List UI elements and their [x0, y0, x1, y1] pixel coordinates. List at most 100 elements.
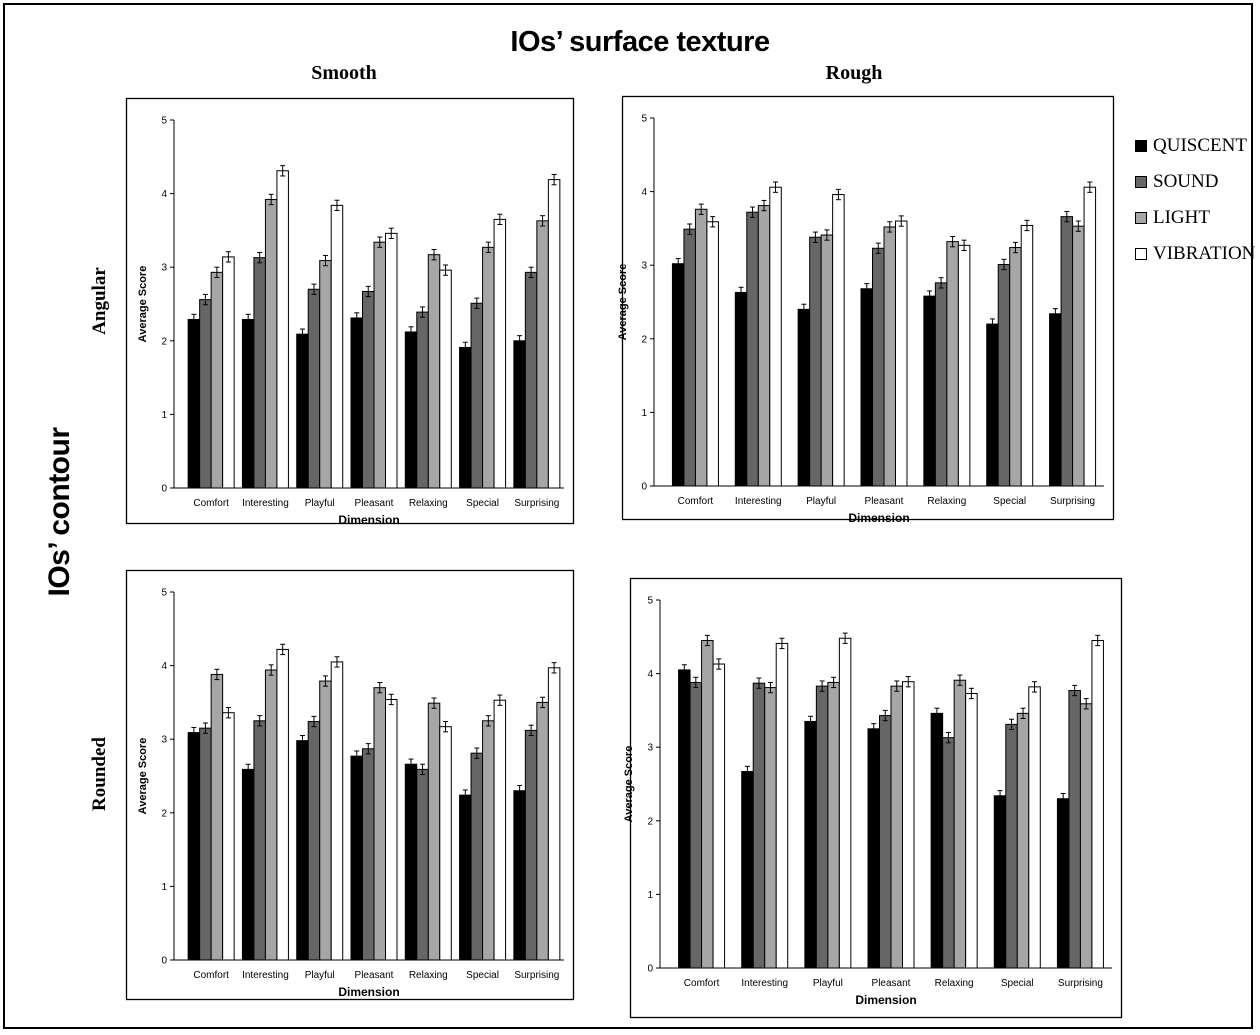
bar-vibration	[222, 712, 235, 961]
column-title-rough: Rough	[825, 62, 883, 84]
x-axis-label: Dimension	[338, 513, 399, 527]
bar-sound	[199, 299, 212, 489]
bar-quiscent	[404, 331, 418, 489]
bar-vibration	[385, 698, 398, 961]
bar-light	[883, 226, 896, 487]
bar-vibration	[330, 661, 344, 961]
bar-light	[890, 685, 903, 969]
bar-quiscent	[986, 323, 999, 487]
bar-quiscent	[671, 263, 685, 487]
y-tick-label: 3	[161, 263, 167, 274]
legend-item: QUISCENT	[1135, 128, 1255, 164]
figure-frame	[3, 3, 1253, 1029]
bar-quiscent	[1056, 798, 1070, 969]
y-tick-label: 3	[161, 735, 167, 746]
x-tick-label: Surprising	[1058, 978, 1103, 989]
column-title-smooth: Smooth	[311, 62, 377, 84]
y-tick-label: 1	[641, 408, 647, 419]
bar-sound	[997, 263, 1011, 487]
x-axis-label: Dimension	[855, 993, 916, 1007]
x-tick-label: Pleasant	[865, 496, 904, 507]
legend: QUISCENT SOUND LIGHT VIBRATION	[1135, 128, 1255, 272]
legend-item: SOUND	[1135, 164, 1255, 200]
bar-vibration	[547, 667, 561, 961]
bar-vibration	[775, 642, 789, 969]
y-tick-label: 2	[641, 334, 647, 345]
y-tick-label: 4	[161, 189, 167, 200]
y-axis-label: Average Score	[617, 264, 629, 341]
bar-vibration	[276, 170, 289, 489]
bar-sound	[1068, 690, 1081, 969]
bar-sound	[470, 302, 484, 489]
bar-vibration	[957, 244, 971, 487]
x-tick-label: Comfort	[193, 498, 229, 509]
x-tick-label: Relaxing	[935, 978, 974, 989]
y-tick-label: 3	[641, 261, 647, 272]
bar-light	[482, 246, 495, 489]
bar-quiscent	[930, 712, 944, 969]
y-tick-label: 3	[647, 743, 653, 754]
x-tick-label: Special	[993, 496, 1026, 507]
bar-sound	[524, 729, 538, 961]
x-tick-label: Interesting	[741, 978, 788, 989]
bar-sound	[934, 282, 948, 487]
chart-panel-rounded-rough: 0 1 2 3 4 5 Average Score Comfort Interesting Pla…	[623, 577, 1123, 1019]
y-tick-label: 1	[161, 882, 167, 893]
row-label-rounded: Rounded	[89, 737, 110, 811]
x-tick-label: Playful	[305, 970, 335, 981]
bar-light	[319, 680, 332, 961]
bar-quiscent	[459, 346, 472, 489]
bar-light	[694, 208, 708, 487]
bar-light	[264, 669, 278, 961]
bar-quiscent	[860, 288, 873, 487]
row-label-angular: Angular	[89, 267, 110, 335]
figure-title: IOs’ surface texture	[510, 26, 770, 58]
bar-quiscent	[867, 728, 880, 969]
bar-quiscent	[993, 795, 1007, 969]
y-tick-label: 4	[161, 661, 167, 672]
bar-vibration	[895, 220, 908, 487]
x-tick-label: Pleasant	[872, 978, 911, 989]
bar-vibration	[493, 699, 507, 961]
y-tick-label: 0	[161, 484, 167, 495]
bar-quiscent	[187, 732, 201, 961]
row-axis-title: IOs’ contour	[43, 427, 76, 597]
bar-vibration	[832, 194, 845, 487]
bar-quiscent	[804, 720, 817, 969]
bar-vibration	[547, 179, 561, 489]
bar-quiscent	[404, 763, 418, 961]
bar-sound	[942, 737, 955, 969]
bar-sound	[199, 727, 212, 961]
bar-vibration	[439, 726, 452, 961]
bar-sound	[746, 211, 759, 487]
bar-vibration	[902, 681, 915, 969]
bar-light	[210, 673, 224, 961]
bar-sound	[253, 720, 266, 961]
bar-quiscent	[459, 794, 472, 961]
x-tick-label: Special	[466, 498, 499, 509]
bar-sound	[689, 681, 703, 969]
bar-light	[1009, 247, 1022, 487]
bar-light	[373, 687, 386, 961]
bar-light	[264, 198, 278, 489]
bar-quiscent	[241, 318, 255, 489]
bar-light	[210, 271, 224, 489]
bar-light	[820, 234, 834, 487]
x-tick-label: Interesting	[242, 498, 289, 509]
legend-swatch	[1135, 140, 1147, 152]
bar-quiscent	[296, 333, 309, 489]
y-tick-label: 0	[647, 964, 653, 975]
y-tick-label: 5	[161, 588, 167, 599]
bar-quiscent	[797, 308, 811, 487]
bar-sound	[683, 228, 696, 487]
y-tick-label: 5	[647, 596, 653, 607]
x-tick-label: Relaxing	[927, 496, 966, 507]
bar-sound	[879, 715, 892, 969]
y-tick-label: 2	[647, 816, 653, 827]
bar-sound	[470, 752, 484, 961]
bar-vibration	[222, 256, 235, 489]
y-axis-label: Average Score	[137, 266, 149, 343]
bar-vibration	[965, 692, 978, 969]
y-tick-label: 5	[161, 116, 167, 127]
y-tick-label: 0	[161, 956, 167, 967]
